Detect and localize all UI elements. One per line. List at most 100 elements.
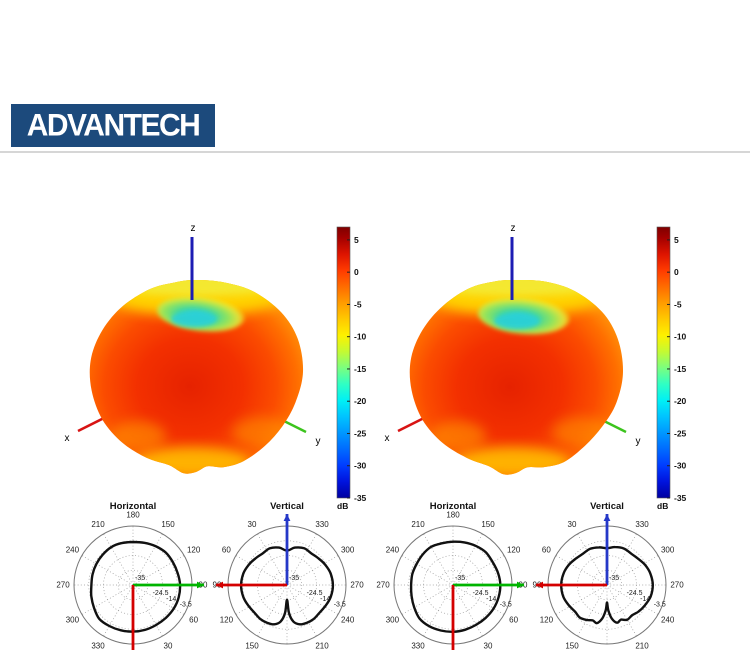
y-axis-label: y xyxy=(316,436,321,447)
polar-angle-label: 150 xyxy=(245,641,259,650)
pattern-curve xyxy=(89,540,182,633)
polar-plot-title: Horizontal xyxy=(110,501,156,512)
y-axis-label: y xyxy=(636,436,641,447)
polar-angle-label: 210 xyxy=(315,641,329,650)
polar-plot-title: Horizontal xyxy=(430,501,476,512)
colorbar-tick-label: -5 xyxy=(674,299,682,309)
polar-rtick-label: -3.5 xyxy=(334,602,346,609)
polar-angle-label: 300 xyxy=(386,616,400,625)
polar-rtick-label: -35 xyxy=(455,575,465,582)
polar-angle-label: 120 xyxy=(540,616,554,625)
polar-angle-label: 240 xyxy=(661,616,675,625)
polar-angle-label: 120 xyxy=(187,546,201,555)
polar-rtick-label: -14 xyxy=(486,596,496,603)
x-axis-label: x xyxy=(65,433,70,444)
colorbar-tick-label: -20 xyxy=(354,396,367,406)
polar-spoke xyxy=(452,584,505,615)
colorbar-tick-label: -35 xyxy=(674,493,687,503)
polar-angle-label: 240 xyxy=(341,616,355,625)
header-divider xyxy=(0,151,750,153)
colorbar-tick-label: -20 xyxy=(674,396,687,406)
polar-plot-horizontal-1: 306090120150180210240270300330-35-24.5-1… xyxy=(56,501,208,650)
polar-angle-label: 330 xyxy=(411,641,425,650)
colorbar-tick-label: -15 xyxy=(354,364,367,374)
polar-rtick-label: -14 xyxy=(166,596,176,603)
polar-angle-label: 330 xyxy=(315,520,329,529)
polar-angle-label: 210 xyxy=(411,520,425,529)
polar-spoke xyxy=(132,584,163,637)
polar-rtick-label: -14 xyxy=(640,596,650,603)
polar-angle-label: 150 xyxy=(481,520,495,529)
polar-plot-title: Vertical xyxy=(590,501,624,512)
polar-spoke xyxy=(452,584,483,637)
polar-rtick-label: -14 xyxy=(320,596,330,603)
polar-rtick-label: -35 xyxy=(135,575,145,582)
polar-angle-label: 60 xyxy=(222,546,231,555)
polar-spoke xyxy=(423,533,454,586)
polar-rtick-label: -24.5 xyxy=(307,590,323,597)
colorbar xyxy=(336,226,351,499)
colorbar-tick-label: 0 xyxy=(674,267,679,277)
polar-angle-label: 150 xyxy=(565,641,579,650)
pattern-curve xyxy=(239,546,335,626)
polar-ring xyxy=(577,555,637,615)
polar-ring xyxy=(591,569,623,601)
colorbar-tick-label: 5 xyxy=(354,235,359,245)
polar-angle-label: 330 xyxy=(635,520,649,529)
colorbar-tick-label: 0 xyxy=(354,267,359,277)
polar-rtick-label: -3.5 xyxy=(180,602,192,609)
orientation-arrowhead xyxy=(197,581,204,589)
polar-plot-title: Vertical xyxy=(270,501,304,512)
orientation-arrowhead xyxy=(283,514,291,521)
polar-angle-label: 60 xyxy=(189,616,198,625)
polar-angle-label: 240 xyxy=(66,546,80,555)
advantech-logo: ADVANTECH xyxy=(11,104,215,147)
colorbar-tick-label: -30 xyxy=(674,461,687,471)
polar-ring xyxy=(257,555,317,615)
polar-spoke xyxy=(235,555,288,586)
orientation-arrowhead xyxy=(603,514,611,521)
z-axis-label: z xyxy=(511,223,516,234)
polar-spoke xyxy=(286,584,317,637)
colorbar-unit-label: dB xyxy=(657,501,668,511)
colorbar-tick-label: 5 xyxy=(674,235,679,245)
polar-plot-vertical-1: 306090120150210240270300330-35-24.5-14-3… xyxy=(213,501,365,650)
polar-angle-label: 210 xyxy=(91,520,105,529)
logo-text: ADVANTECH xyxy=(26,107,201,143)
polar-angle-label: 120 xyxy=(220,616,234,625)
orientation-arrowhead xyxy=(517,581,524,589)
polar-spoke xyxy=(577,533,608,586)
colorbar-right: 5 0 -5 -10 -15 -20 -25 -30 -35 dB xyxy=(656,226,687,511)
polar-angle-label: 300 xyxy=(341,546,355,555)
polar-angle-label: 270 xyxy=(56,581,70,590)
polar-rtick-label: -24.5 xyxy=(153,590,169,597)
polar-angle-label: 270 xyxy=(670,581,684,590)
radiation-pattern-3d-left: z x y xyxy=(65,223,321,474)
colorbar-tick-label: -5 xyxy=(354,299,362,309)
colorbar-left: 5 0 -5 -10 -15 -20 -25 -30 -35 dB xyxy=(336,226,367,511)
polar-plot-horizontal-2: 306090120150180210240270300330-35-24.5-1… xyxy=(376,501,528,650)
colorbar-tick-label: -25 xyxy=(354,428,367,438)
polar-angle-label: 180 xyxy=(126,511,140,520)
polar-angle-label: 210 xyxy=(635,641,649,650)
polar-spoke xyxy=(606,584,637,637)
polar-rtick-label: -35 xyxy=(289,575,299,582)
polar-rtick-label: -35 xyxy=(609,575,619,582)
polar-angle-label: 300 xyxy=(661,546,675,555)
colorbar-unit-label: dB xyxy=(337,501,348,511)
polar-spoke xyxy=(401,555,454,586)
polar-angle-label: 30 xyxy=(164,641,173,650)
polar-angle-label: 270 xyxy=(376,581,390,590)
polar-angle-label: 60 xyxy=(542,546,551,555)
polar-rtick-label: -24.5 xyxy=(473,590,489,597)
polar-spoke xyxy=(555,555,608,586)
polar-spoke xyxy=(81,555,134,586)
colorbar-tick-label: -30 xyxy=(354,461,367,471)
colorbar xyxy=(656,226,671,499)
colorbar-tick-label: -25 xyxy=(674,428,687,438)
colorbar-tick-label: -15 xyxy=(674,364,687,374)
radiation-pattern-3d-right: z x y xyxy=(385,223,641,475)
polar-spoke xyxy=(606,584,659,615)
